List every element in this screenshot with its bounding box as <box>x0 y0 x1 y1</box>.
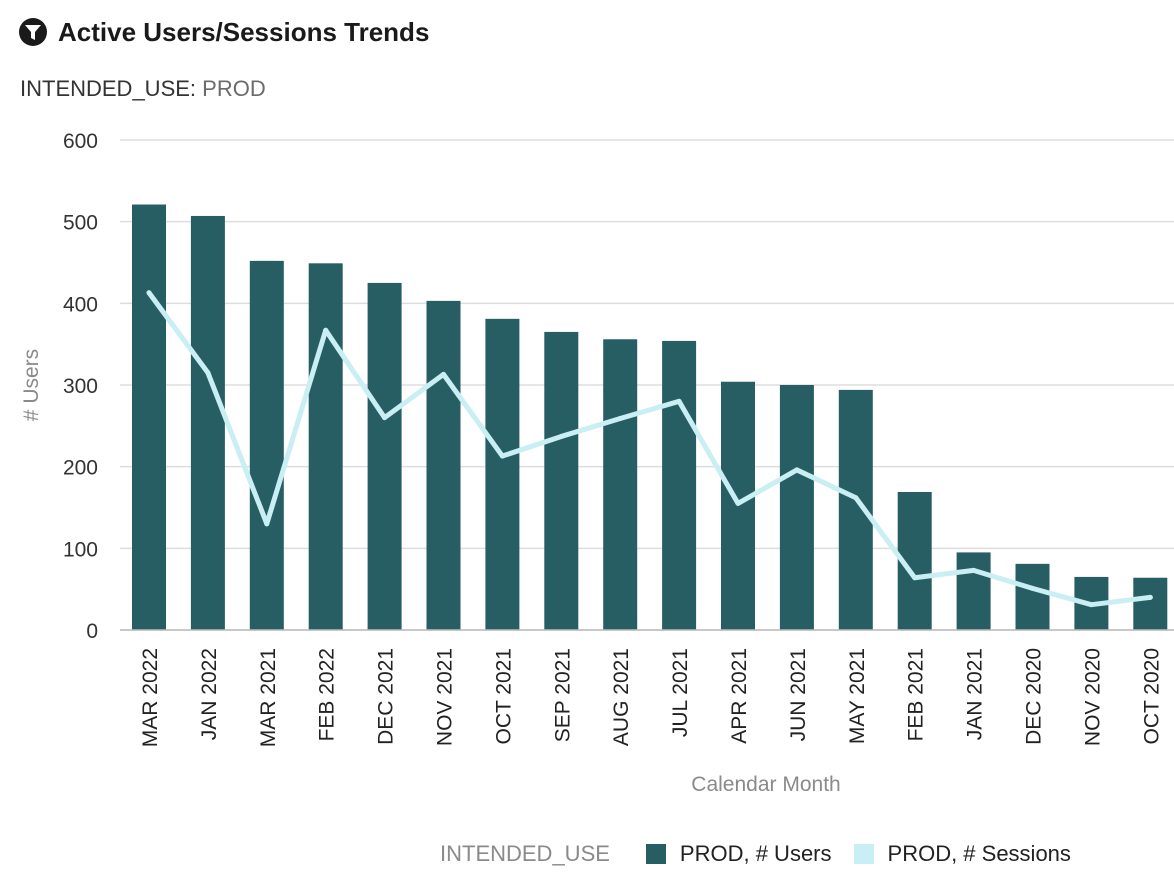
bar-users[interactable] <box>249 260 284 630</box>
y-tick-label: 300 <box>63 375 98 398</box>
point-sessions[interactable] <box>499 453 505 459</box>
x-tick-label: APR 2021 <box>728 648 751 744</box>
filter-key: INTENDED_USE: <box>20 76 197 101</box>
bar-users[interactable] <box>367 282 402 630</box>
legend-label-users: PROD, # Users <box>679 841 832 866</box>
point-sessions[interactable] <box>735 500 741 506</box>
x-tick-label: OCT 2021 <box>492 648 515 745</box>
bar-users[interactable] <box>956 552 991 630</box>
chart-area: 0 100 200 300 400 500 600 MAR 2022 JAN 2022 MAR 2… <box>20 130 1174 796</box>
x-tick-label: JAN 2022 <box>198 648 221 740</box>
legend-title: INTENDED_USE <box>440 841 610 866</box>
x-tick-label: DEC 2021 <box>375 648 398 745</box>
x-tick-label: NOV 2021 <box>434 648 457 746</box>
legend-swatch-sessions <box>853 844 874 864</box>
legend-item-users[interactable]: PROD, # Users <box>645 841 832 867</box>
bar-users[interactable] <box>779 385 814 630</box>
point-sessions[interactable] <box>1088 602 1094 608</box>
bar-users[interactable] <box>190 215 225 630</box>
point-sessions[interactable] <box>146 290 152 296</box>
y-tick-label: 200 <box>63 457 98 480</box>
x-tick-label: JUN 2021 <box>787 648 810 741</box>
x-tick-label: JUL 2021 <box>669 648 692 737</box>
y-axis-title: # Users <box>20 349 43 421</box>
x-tick-label: FEB 2022 <box>316 648 339 741</box>
legend-label-sessions: PROD, # Sessions <box>887 841 1071 866</box>
x-tick-label: JAN 2021 <box>964 648 987 740</box>
y-tick-label: 100 <box>63 538 98 561</box>
point-sessions[interactable] <box>1030 585 1035 591</box>
x-tick-label: AUG 2021 <box>610 648 633 746</box>
legend-swatch-users <box>645 844 666 864</box>
x-tick-label: SEP 2021 <box>551 648 574 742</box>
bar-users[interactable] <box>485 318 520 630</box>
legend-item-sessions[interactable]: PROD, # Sessions <box>853 841 1071 867</box>
x-tick-label: DEC 2020 <box>1023 648 1046 745</box>
bar-users[interactable] <box>1015 563 1050 630</box>
point-sessions[interactable] <box>558 433 564 439</box>
chart-title: Active Users/Sessions Trends <box>58 16 430 47</box>
line-sessions[interactable] <box>146 290 1153 608</box>
point-sessions[interactable] <box>853 495 859 501</box>
x-tick-label: MAR 2021 <box>257 648 280 747</box>
filter-summary: INTENDED_USE: PROD <box>20 76 266 102</box>
point-sessions[interactable] <box>971 567 977 573</box>
x-tick-label: MAY 2021 <box>846 648 869 744</box>
y-tick-label: 400 <box>63 293 98 316</box>
point-sessions[interactable] <box>794 467 800 473</box>
x-tick-label: MAR 2022 <box>139 648 162 747</box>
point-sessions[interactable] <box>264 521 270 527</box>
point-sessions[interactable] <box>617 415 623 421</box>
bar-users[interactable] <box>426 300 461 630</box>
bar-users[interactable] <box>308 263 343 630</box>
point-sessions[interactable] <box>1147 594 1153 600</box>
y-tick-label: 600 <box>63 130 98 153</box>
point-sessions[interactable] <box>323 327 329 333</box>
x-tick-label: NOV 2020 <box>1081 648 1104 746</box>
point-sessions[interactable] <box>382 415 388 421</box>
bar-users[interactable] <box>132 204 166 630</box>
filter-icon[interactable] <box>18 17 48 47</box>
point-sessions[interactable] <box>912 575 918 581</box>
legend: INTENDED_USE PROD, # Users PROD, # Sessi… <box>440 838 1093 870</box>
filter-value: PROD <box>202 76 266 101</box>
y-tick-label: 0 <box>86 620 98 643</box>
chart-header: Active Users/Sessions Trends <box>18 12 429 52</box>
x-tick-label: FEB 2021 <box>905 648 928 741</box>
bar-users[interactable] <box>1133 577 1168 630</box>
x-axis-title: Calendar Month <box>691 773 840 796</box>
point-sessions[interactable] <box>441 371 446 377</box>
point-sessions[interactable] <box>676 398 682 404</box>
x-tick-label: OCT 2020 <box>1140 648 1163 745</box>
y-tick-label: 500 <box>63 212 98 235</box>
point-sessions[interactable] <box>205 370 211 376</box>
bar-users[interactable] <box>662 340 697 630</box>
bar-users[interactable] <box>603 339 638 630</box>
bar-users[interactable] <box>544 331 579 630</box>
